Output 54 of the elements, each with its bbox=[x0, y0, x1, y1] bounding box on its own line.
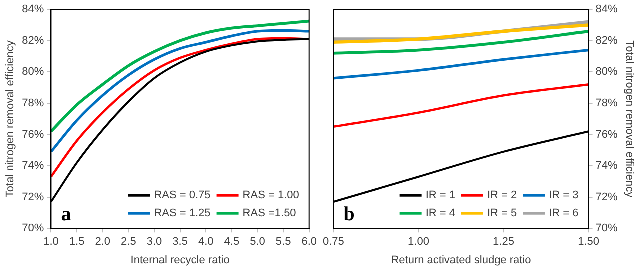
y-tick-label: 84% bbox=[22, 4, 44, 16]
legend-label: IR = 1 bbox=[426, 190, 456, 202]
y-tick-label: 74% bbox=[22, 160, 44, 172]
y-tick-label: 72% bbox=[22, 191, 44, 204]
legend-label: RAS =1.50 bbox=[242, 208, 296, 220]
legend-label: RAS = 1.00 bbox=[242, 190, 300, 202]
line-series bbox=[334, 24, 589, 44]
y2-tick-label: 80% bbox=[596, 66, 618, 78]
legend-label: IR = 5 bbox=[487, 208, 518, 220]
x-tick-label: 5.5 bbox=[276, 236, 292, 248]
y-axis-title: Total nitrogen removal efficiency bbox=[4, 40, 17, 198]
y-tick-label: 80% bbox=[22, 66, 44, 78]
y-tick-label: 76% bbox=[22, 128, 44, 141]
x-tick-label: 2.0 bbox=[95, 236, 110, 248]
x-axis-title: Return activated sludge ratio bbox=[391, 254, 532, 266]
x-tick-label: 4.0 bbox=[198, 236, 214, 248]
legend-label: IR = 6 bbox=[549, 208, 579, 220]
y2-tick-label: 74% bbox=[596, 160, 618, 172]
x-tick-label: 3.0 bbox=[146, 236, 162, 248]
y2-tick-label: 70% bbox=[596, 222, 618, 235]
x-tick-label: 1.25 bbox=[493, 236, 514, 248]
y2-tick-label: 72% bbox=[596, 191, 618, 204]
line-series bbox=[334, 30, 589, 55]
x-tick-label: 3.5 bbox=[172, 236, 188, 248]
y2-axis-title: Total nitrogen removal efficiency bbox=[623, 40, 636, 198]
line-series bbox=[334, 84, 589, 128]
legend-label: RAS = 0.75 bbox=[154, 190, 211, 202]
x-tick-label: 1.0 bbox=[44, 236, 59, 248]
legend-label: IR = 2 bbox=[487, 190, 518, 202]
x-tick-label: 2.5 bbox=[121, 236, 136, 248]
legend-label: RAS = 1.25 bbox=[154, 208, 211, 220]
x-tick-label: 6.0 bbox=[302, 236, 318, 248]
annotation: a bbox=[61, 204, 72, 226]
line-series bbox=[51, 37, 310, 178]
y2-tick-label: 76% bbox=[596, 128, 618, 141]
line-series bbox=[334, 48, 589, 80]
y-tick-label: 78% bbox=[22, 97, 44, 110]
annotation: b bbox=[344, 204, 355, 226]
line-series bbox=[51, 29, 310, 154]
x-tick-label: 1.00 bbox=[408, 236, 430, 248]
y2-tick-label: 84% bbox=[596, 4, 618, 16]
y2-tick-label: 78% bbox=[596, 97, 618, 110]
legend-label: IR = 3 bbox=[549, 190, 579, 202]
legend-label: IR = 4 bbox=[426, 208, 456, 220]
y2-tick-label: 82% bbox=[596, 34, 618, 47]
x-tick-label: 5.0 bbox=[250, 236, 266, 248]
x-tick-label: 1.50 bbox=[578, 236, 600, 248]
x-tick-label: 0.75 bbox=[322, 236, 344, 248]
x-tick-label: 1.5 bbox=[69, 236, 85, 248]
y-tick-label: 70% bbox=[22, 222, 44, 235]
x-axis-title: Internal recycle ratio bbox=[130, 254, 230, 266]
line-series bbox=[51, 20, 310, 134]
x-tick-label: 4.5 bbox=[224, 236, 240, 248]
y-tick-label: 82% bbox=[22, 34, 44, 47]
